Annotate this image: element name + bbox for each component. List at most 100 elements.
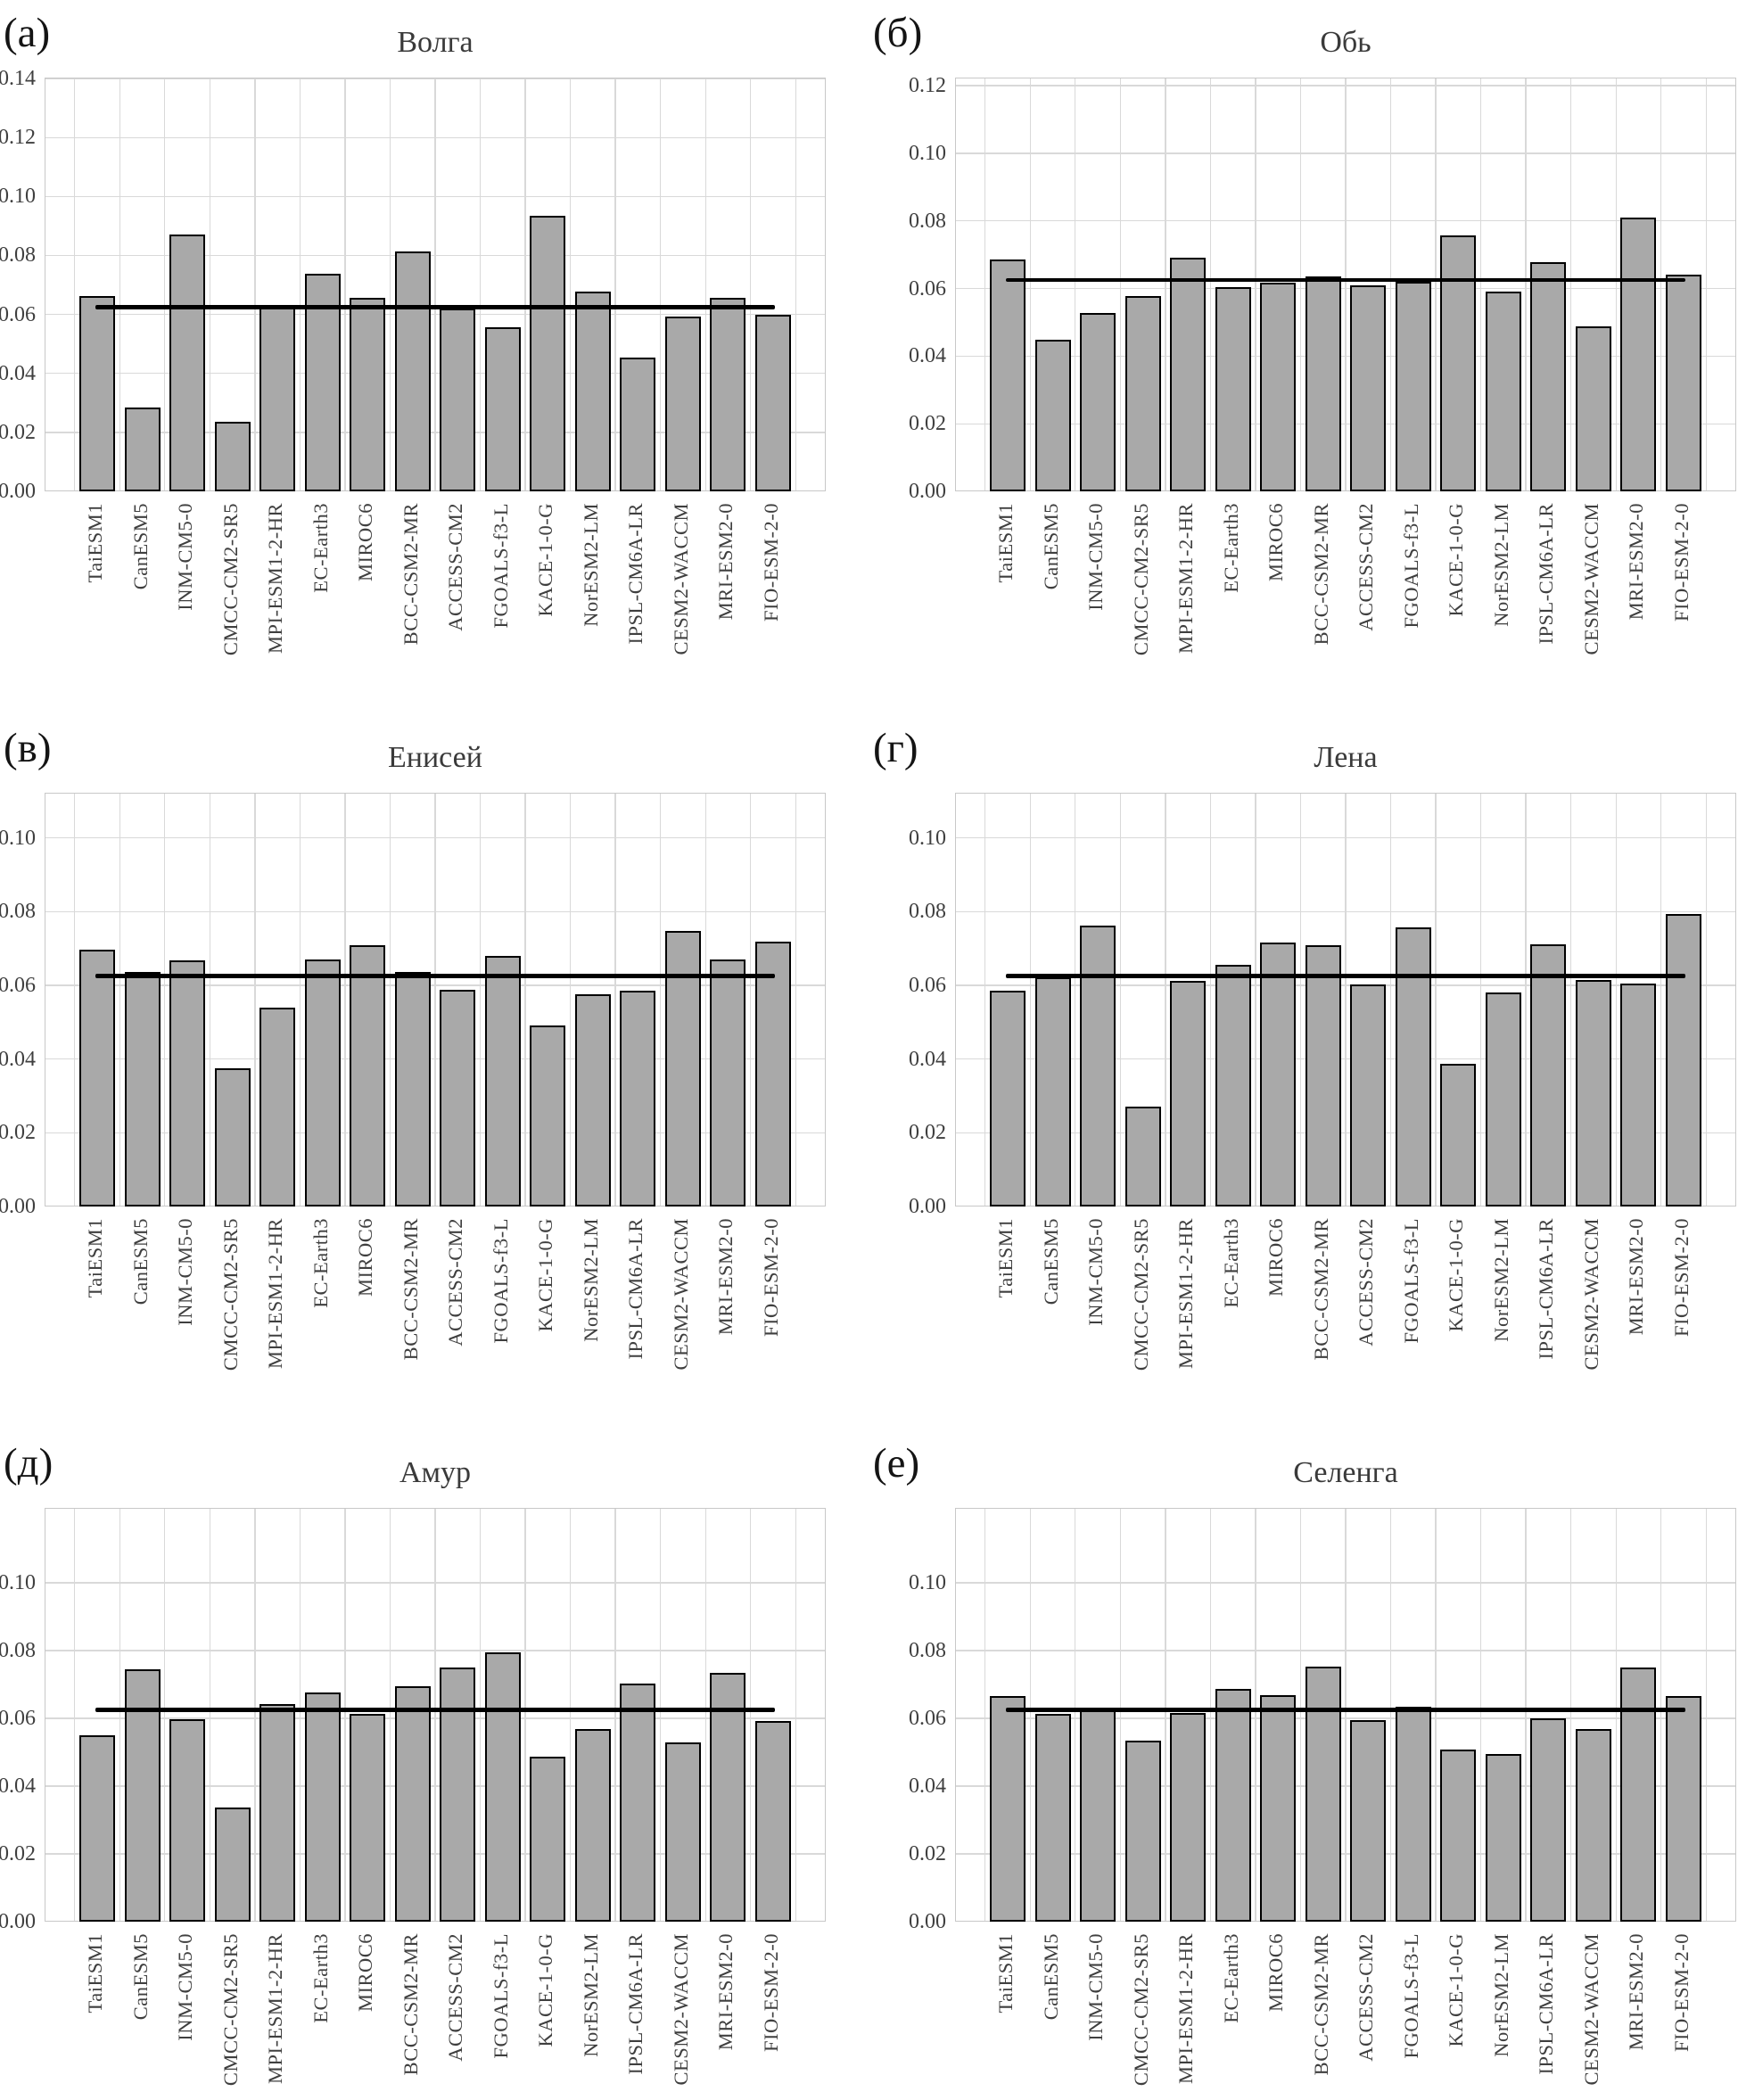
vertical-gridline: [434, 793, 436, 1206]
x-tick-label-CESM2-WACCM: CESM2-WACCM: [669, 1218, 692, 1371]
x-tick-label-IPSL-CM6A-LR: IPSL-CM6A-LR: [1535, 1218, 1558, 1360]
horizontal-gridline: [955, 152, 1736, 154]
y-tick-label: 0.06: [0, 1706, 36, 1730]
bar-BCC-CSM2-MR: [1305, 276, 1341, 491]
x-tick-label-CMCC-CM2-SR5: CMCC-CM2-SR5: [1129, 1933, 1152, 2087]
vertical-gridline: [1705, 793, 1707, 1206]
vertical-gridline: [254, 793, 256, 1206]
bar-BCC-CSM2-MR: [1305, 944, 1341, 1206]
bar-MRI-ESM2-0: [710, 959, 746, 1206]
x-tick-label-INM-CM5-0: INM-CM5-0: [1084, 1933, 1108, 2041]
x-tick-label-FIO-ESM-2-0: FIO-ESM-2-0: [760, 1218, 782, 1337]
bar-CMCC-CM2-SR5: [1124, 1741, 1161, 1922]
vertical-gridline: [1525, 78, 1527, 491]
vertical-gridline: [164, 78, 166, 491]
x-tick-label-FGOALS-f3-L: FGOALS-f3-L: [1399, 1933, 1422, 2059]
bar-CanESM5: [124, 1668, 161, 1922]
x-tick-label-MPI-ESM1-2-HR: MPI-ESM1-2-HR: [1174, 1218, 1198, 1370]
panel-yenisei: (в) Енисей 0.00 0.02 0.04 0.06 0.08 0.10 TaiES…: [0, 700, 869, 1400]
bar-FGOALS-f3-L: [1395, 281, 1431, 491]
bar-CanESM5: [1034, 1714, 1071, 1922]
bar-FGOALS-f3-L: [1395, 926, 1431, 1206]
plot-area: [45, 1508, 826, 1922]
y-tick-label: 0.04: [909, 344, 946, 368]
y-tick-label: 0.06: [0, 974, 36, 998]
y-tick-label: 0.00: [909, 1195, 946, 1218]
x-tick-label-BCC-CSM2-MR: BCC-CSM2-MR: [399, 1218, 422, 1361]
x-tick-label-MIROC6: MIROC6: [354, 1218, 377, 1297]
vertical-gridline: [524, 793, 526, 1206]
y-tick-label: 0.08: [0, 900, 36, 924]
bar-FIO-ESM-2-0: [1666, 1695, 1701, 1922]
bar-ACCESS-CM2: [1350, 984, 1387, 1206]
x-tick-label-EC-Earth3: EC-Earth3: [309, 503, 332, 593]
x-tick-label-MRI-ESM2-0: MRI-ESM2-0: [714, 1933, 737, 2051]
panel-letter: (б): [873, 10, 923, 56]
vertical-gridline: [1299, 793, 1302, 1206]
horizontal-gridline: [955, 1058, 1736, 1060]
bar-CESM2-WACCM: [664, 1742, 701, 1922]
x-tick-label-FIO-ESM-2-0: FIO-ESM-2-0: [760, 1933, 782, 2052]
y-tick-label: 0.00: [909, 1910, 946, 1933]
x-tick-label-MPI-ESM1-2-HR: MPI-ESM1-2-HR: [264, 1218, 287, 1370]
x-tick-label-CMCC-CM2-SR5: CMCC-CM2-SR5: [1129, 503, 1152, 656]
x-tick-label-INM-CM5-0: INM-CM5-0: [1084, 1218, 1108, 1326]
vertical-gridline: [164, 1508, 166, 1922]
horizontal-gridline: [45, 1785, 826, 1787]
bar-FIO-ESM-2-0: [1666, 275, 1701, 491]
bar-ACCESS-CM2: [440, 308, 476, 491]
bar-INM-CM5-0: [1080, 312, 1116, 491]
x-tick-label-CMCC-CM2-SR5: CMCC-CM2-SR5: [1129, 1218, 1152, 1371]
bar-MRI-ESM2-0: [1620, 1668, 1657, 1922]
y-tick-label: 0.10: [0, 826, 36, 850]
x-tick-label-IPSL-CM6A-LR: IPSL-CM6A-LR: [624, 1933, 647, 2075]
y-tick-label: 0.04: [909, 1774, 946, 1798]
vertical-gridline: [1119, 1508, 1121, 1922]
x-tick-label-ACCESS-CM2: ACCESS-CM2: [444, 1933, 467, 2062]
x-tick-label-ACCESS-CM2: ACCESS-CM2: [444, 1218, 467, 1346]
vertical-gridline: [299, 1508, 301, 1922]
mean-line: [1006, 974, 1685, 978]
bar-KACE-1-0-G: [1440, 1064, 1477, 1206]
x-tick-label-CESM2-WACCM: CESM2-WACCM: [1579, 1933, 1602, 2086]
vertical-gridline: [299, 78, 301, 491]
horizontal-gridline: [955, 837, 1736, 839]
bar-ACCESS-CM2: [440, 989, 476, 1206]
vertical-gridline: [119, 793, 120, 1206]
y-tick-label: 0.08: [909, 900, 946, 924]
horizontal-gridline: [955, 1650, 1736, 1651]
x-tick-label-EC-Earth3: EC-Earth3: [309, 1933, 332, 2023]
x-tick-label-MRI-ESM2-0: MRI-ESM2-0: [714, 503, 737, 621]
vertical-gridline: [344, 1508, 346, 1922]
panel-volga: (а) Волга 0.00 0.02 0.04 0.06 0.08 0.10 0.12 0.…: [0, 0, 869, 700]
x-tick-label-CESM2-WACCM: CESM2-WACCM: [1579, 1218, 1602, 1371]
x-tick-label-NorESM2-LM: NorESM2-LM: [579, 1218, 602, 1342]
bar-EC-Earth3: [1215, 1689, 1251, 1922]
bar-NorESM2-LM: [1485, 291, 1521, 491]
bar-CanESM5: [1034, 340, 1071, 491]
bar-MPI-ESM1-2-HR: [259, 1703, 296, 1922]
bar-TaiESM1: [990, 991, 1026, 1206]
x-tick-label-NorESM2-LM: NorESM2-LM: [1489, 1933, 1512, 2057]
y-tick-label: 0.10: [909, 1570, 946, 1594]
vertical-gridline: [614, 1508, 616, 1922]
vertical-gridline: [344, 793, 346, 1206]
y-tick-label: 0.04: [909, 1047, 946, 1071]
vertical-gridline: [1255, 793, 1256, 1206]
vertical-gridline: [1615, 78, 1617, 491]
vertical-gridline: [524, 78, 526, 491]
x-tick-label-TaiESM1: TaiESM1: [994, 1933, 1017, 2014]
vertical-gridline: [984, 1508, 986, 1922]
vertical-gridline: [569, 78, 572, 491]
vertical-gridline: [795, 793, 796, 1206]
vertical-gridline: [1255, 78, 1256, 491]
bar-INM-CM5-0: [1080, 925, 1116, 1206]
x-tick-label-CanESM5: CanESM5: [128, 1933, 152, 2021]
panel-letter: (а): [4, 10, 51, 56]
plot-area: [45, 793, 826, 1206]
panel-amur: (д) Амур 0.00 0.02 0.04 0.06 0.08 0.10 TaiESM1…: [0, 1400, 869, 2100]
bar-KACE-1-0-G: [530, 1025, 566, 1206]
y-tick-label: 0.06: [909, 1706, 946, 1730]
vertical-gridline: [164, 793, 166, 1206]
x-tick-label-CMCC-CM2-SR5: CMCC-CM2-SR5: [218, 1933, 242, 2087]
